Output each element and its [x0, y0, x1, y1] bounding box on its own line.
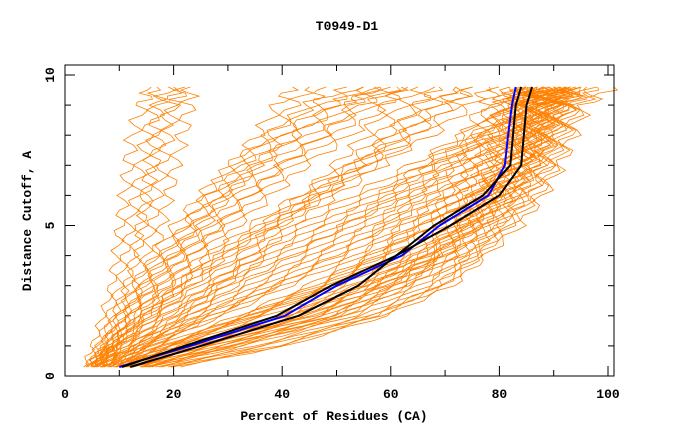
y-tick-label: 5 [43, 221, 58, 229]
x-tick-label: 100 [596, 387, 620, 402]
orange-model-curve [133, 86, 539, 368]
orange-model-curve [88, 86, 169, 368]
orange-model-curve [131, 86, 564, 368]
orange-model-curve [101, 86, 501, 368]
orange-model-curve [92, 86, 364, 368]
x-axis-label: Percent of Residues (CA) [240, 409, 427, 424]
orange-model-curve [130, 86, 581, 368]
orange-model-curve [92, 86, 201, 368]
orange-model-curve [102, 86, 444, 368]
black-2-curve [121, 86, 523, 368]
orange-model-curve [85, 86, 176, 368]
blue-curve [119, 86, 517, 368]
orange-model-curve [86, 86, 188, 368]
orange-model-curve [83, 86, 154, 368]
orange-model-curve [85, 86, 347, 368]
orange-model-curve [132, 86, 557, 368]
orange-model-curve [118, 86, 530, 368]
orange-model-curve [107, 86, 532, 368]
orange-model-curve [116, 86, 535, 368]
black-1-curve [129, 86, 533, 368]
orange-model-curve [89, 86, 183, 368]
orange-model-curve [168, 86, 600, 368]
orange-model-curve [109, 86, 551, 368]
y-axis-label: Distance Cutoff, A [20, 151, 35, 292]
orange-model-curve [144, 86, 541, 368]
orange-model-curve [180, 86, 619, 368]
y-tick-label: 10 [43, 67, 58, 83]
orange-model-curve [94, 86, 382, 368]
orange-model-curve [94, 86, 393, 368]
curves-group [83, 86, 619, 368]
x-tick-label: 20 [166, 387, 182, 402]
y-tick-label: 0 [43, 372, 58, 380]
orange-model-curve [96, 86, 381, 368]
orange-model-curve [94, 86, 423, 368]
orange-model-curve [155, 86, 588, 368]
orange-model-curve [100, 86, 435, 368]
orange-model-curve [149, 86, 576, 368]
x-tick-label: 40 [274, 387, 290, 402]
y-tick-labels: 0 5 10 [43, 67, 58, 380]
orange-model-curve [102, 86, 459, 368]
orange-model-curve [132, 86, 553, 368]
orange-model-curve [97, 86, 532, 368]
axis-ticks [64, 65, 614, 377]
orange-model-curve [147, 86, 559, 368]
orange-model-curve [139, 86, 572, 368]
x-tick-label: 60 [383, 387, 399, 402]
x-tick-label: 80 [492, 387, 508, 402]
chart-title: T0949-D1 [316, 19, 379, 34]
x-tick-labels: 0 20 40 60 80 100 [61, 387, 620, 402]
plot-frame [64, 64, 615, 377]
orange-model-curve [159, 86, 582, 368]
orange-model-curve [101, 86, 402, 368]
orange-model-curve [101, 86, 408, 368]
orange-model-curve [146, 86, 575, 368]
x-tick-label: 0 [61, 387, 69, 402]
orange-model-curve [141, 86, 573, 368]
orange-model-curve [109, 86, 538, 368]
orange-model-curve [161, 86, 571, 368]
orange-model-curve [94, 86, 462, 368]
orange-model-curve [103, 86, 473, 368]
